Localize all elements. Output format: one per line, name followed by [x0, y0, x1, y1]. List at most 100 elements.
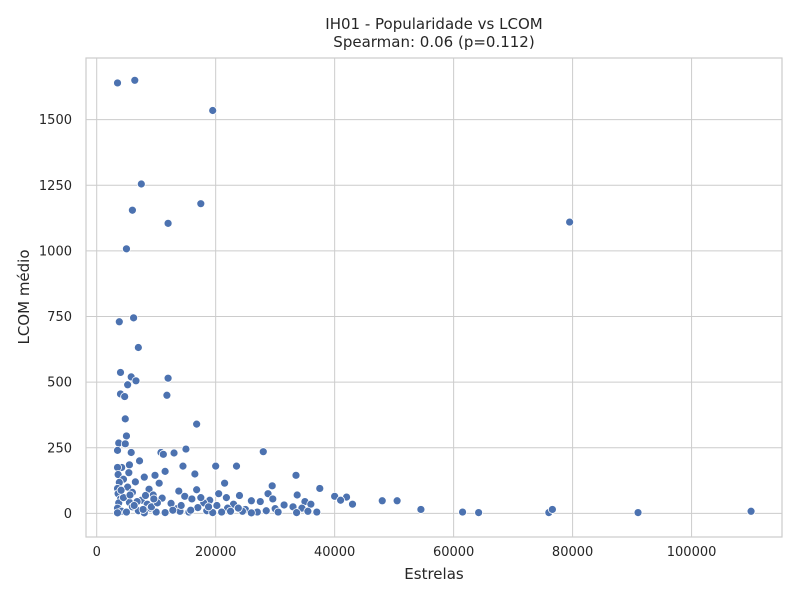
data-point [273, 507, 283, 517]
data-point [141, 491, 150, 500]
data-point [120, 439, 130, 449]
data-point [220, 478, 230, 488]
data-point [136, 179, 146, 189]
data-point [192, 419, 202, 429]
data-point [168, 505, 178, 515]
data-point [211, 461, 221, 471]
data-points [113, 75, 756, 518]
y-tick-label: 1250 [39, 179, 72, 194]
data-point [131, 376, 141, 386]
data-point [133, 343, 143, 352]
data-point [139, 472, 149, 482]
data-point [315, 484, 325, 493]
grid-lines [86, 58, 782, 537]
data-point [291, 470, 301, 480]
x-axis-label: Estrelas [404, 565, 464, 583]
data-point [547, 505, 557, 514]
data-point [124, 468, 134, 478]
data-point [130, 477, 140, 487]
data-point [123, 380, 133, 390]
data-point [348, 499, 357, 509]
data-point [120, 392, 130, 401]
data-point [122, 431, 131, 441]
data-point [336, 495, 346, 505]
data-point [176, 501, 186, 510]
data-point [120, 414, 130, 424]
data-point [163, 218, 173, 228]
data-point [246, 508, 256, 518]
data-point [163, 373, 173, 383]
data-point [160, 466, 170, 476]
data-point [129, 313, 138, 323]
data-point [204, 502, 213, 512]
data-point [232, 461, 241, 471]
data-point [292, 490, 302, 500]
data-point [127, 205, 137, 215]
data-point [169, 448, 179, 458]
x-tick-label: 40000 [314, 545, 355, 560]
data-point [208, 106, 218, 115]
data-point [116, 485, 126, 495]
data-point [261, 506, 271, 516]
data-point [196, 199, 206, 209]
data-point [474, 508, 484, 517]
data-point [268, 494, 278, 504]
y-tick-label: 1500 [39, 113, 72, 128]
data-point [122, 507, 131, 517]
data-point [267, 481, 277, 491]
y-axis-label: LCOM médio [15, 249, 33, 344]
data-point [187, 494, 197, 504]
data-point [214, 489, 224, 499]
data-point [565, 217, 575, 227]
data-point [130, 75, 140, 85]
data-point [135, 456, 144, 466]
data-point [258, 447, 268, 457]
chart-subtitle: Spearman: 0.06 (p=0.112) [333, 33, 534, 51]
data-point [377, 496, 387, 506]
x-tick-label: 0 [93, 545, 101, 560]
data-point [212, 501, 222, 510]
x-tick-label: 100000 [667, 545, 717, 560]
data-point [160, 508, 170, 517]
data-point [114, 317, 124, 327]
data-point [125, 460, 134, 470]
data-point [125, 490, 135, 500]
y-tick-label: 750 [47, 310, 72, 325]
data-point [392, 496, 402, 506]
data-point [190, 469, 200, 479]
data-point [246, 496, 256, 506]
data-point [226, 506, 235, 516]
data-point [221, 493, 231, 503]
chart-title: IH01 - Popularidade vs LCOM [325, 15, 542, 33]
data-point [122, 244, 131, 254]
data-point [303, 506, 313, 516]
data-point [126, 448, 136, 457]
data-point [150, 470, 160, 480]
y-tick-label: 1000 [39, 244, 72, 259]
data-point [192, 485, 202, 495]
data-point [162, 390, 172, 400]
x-tick-label: 60000 [433, 545, 474, 560]
y-tick-label: 250 [47, 441, 72, 456]
data-point [174, 486, 184, 496]
x-tick-label: 80000 [552, 545, 593, 560]
data-point [186, 505, 196, 515]
plot-frame [85, 57, 783, 538]
tick-labels: 0 20000 40000 60000 80000 100000 0 250 500 750 100… [39, 113, 716, 560]
data-point [178, 461, 188, 471]
data-point [116, 368, 125, 377]
data-point [181, 444, 191, 454]
x-tick-label: 20000 [195, 545, 236, 560]
data-point [154, 478, 164, 488]
data-point [746, 506, 756, 516]
data-point [217, 507, 227, 517]
data-point [292, 508, 301, 517]
data-point [158, 449, 168, 459]
data-point [458, 507, 467, 517]
data-point [279, 500, 289, 510]
data-point [113, 445, 122, 455]
data-point [312, 507, 322, 517]
data-point [633, 508, 643, 517]
data-point [255, 497, 265, 506]
